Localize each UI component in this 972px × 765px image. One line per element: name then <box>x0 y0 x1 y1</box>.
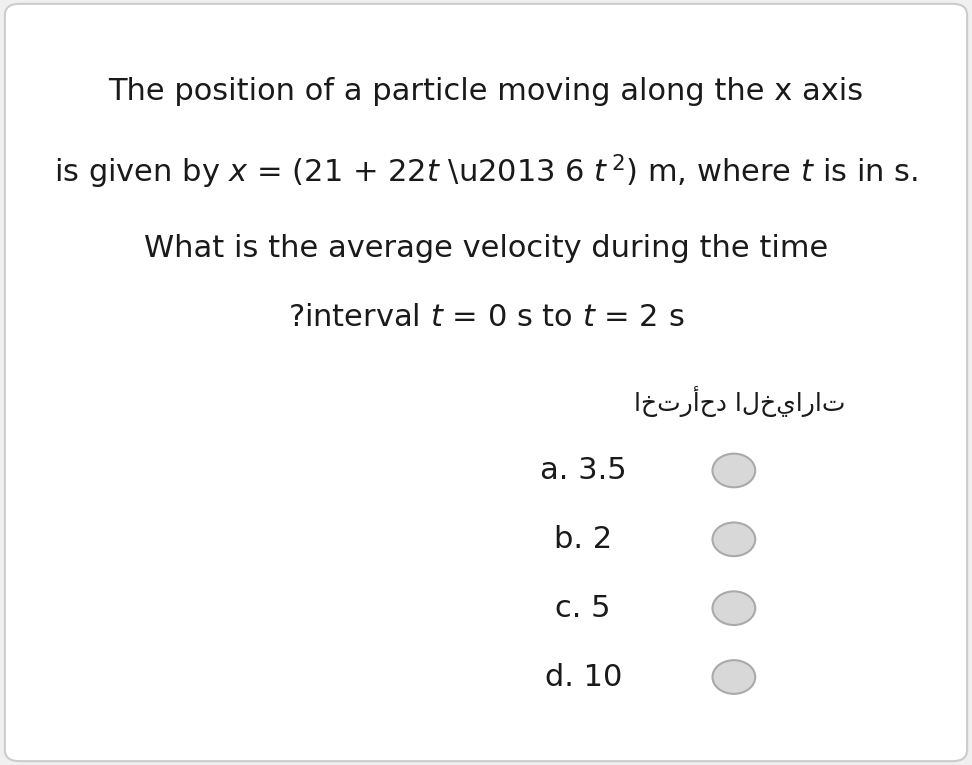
Text: The position of a particle moving along the x axis: The position of a particle moving along … <box>109 77 863 106</box>
Text: d. 10: d. 10 <box>544 662 622 692</box>
Text: What is the average velocity during the time: What is the average velocity during the … <box>144 234 828 263</box>
FancyBboxPatch shape <box>5 4 967 761</box>
Circle shape <box>712 591 755 625</box>
Text: a. 3.5: a. 3.5 <box>539 456 627 485</box>
Text: اخترأحد الخيارات: اخترأحد الخيارات <box>635 386 846 417</box>
Text: b. 2: b. 2 <box>554 525 612 554</box>
Text: ?interval $t$ = 0 s to $t$ = 2 s: ?interval $t$ = 0 s to $t$ = 2 s <box>288 303 684 332</box>
Text: c. 5: c. 5 <box>555 594 611 623</box>
Circle shape <box>712 522 755 556</box>
Text: is given by $x$ = (21 + 22$t$ \u2013 6 $t\,^{2}$) m, where $t$ is in s.: is given by $x$ = (21 + 22$t$ \u2013 6 $… <box>54 153 918 191</box>
Circle shape <box>712 454 755 487</box>
Circle shape <box>712 660 755 694</box>
